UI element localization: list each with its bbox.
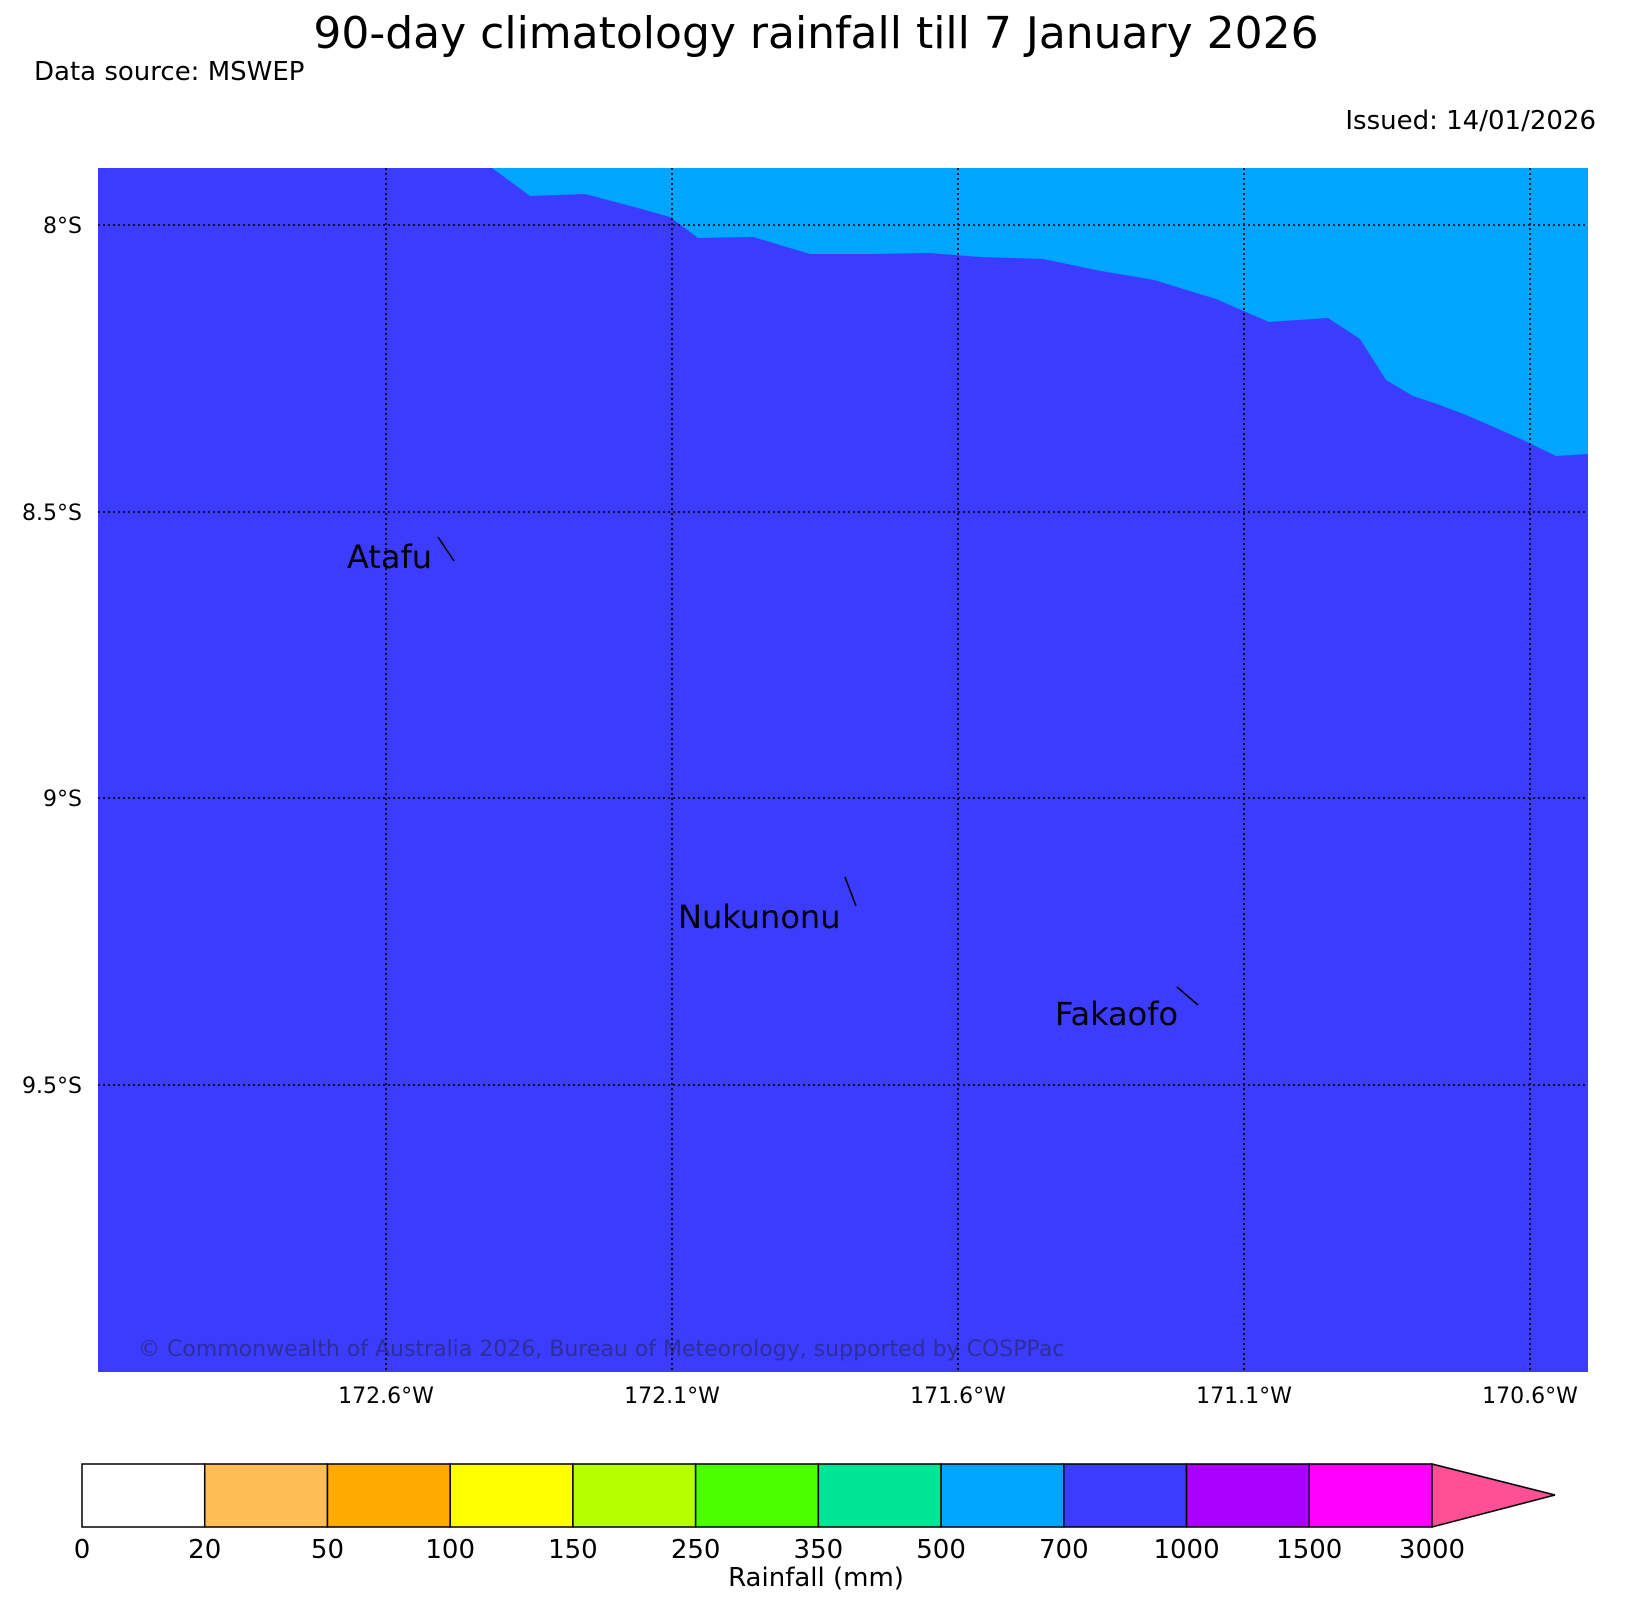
- colorbar-extend-arrow: [1431, 1463, 1556, 1528]
- map-title: 90-day climatology rainfall till 7 Janua…: [313, 8, 1318, 59]
- colorbar-bin: [694, 1463, 820, 1528]
- lon-label: 171.1°W: [1196, 1384, 1292, 1409]
- colorbar-bin: [817, 1463, 942, 1528]
- longitude-labels: 172.6°W 172.1°W 171.6°W 171.1°W 170.6°W: [338, 1384, 1578, 1409]
- colorbar-bin: [572, 1463, 697, 1528]
- fakaofo-marker-line: [1176, 986, 1199, 1006]
- place-label-atafu: Atafu: [347, 538, 432, 576]
- colorbar-tick-label: 20: [188, 1535, 221, 1565]
- lat-label: 8°S: [43, 214, 82, 239]
- colorbar-bin: [203, 1463, 329, 1528]
- colorbar-tick-label: 0: [74, 1535, 91, 1565]
- place-label-nukunonu: Nukunonu: [678, 898, 840, 936]
- rainfall-region-700-1000: [98, 168, 1588, 1372]
- graticule: [98, 168, 1588, 1372]
- colorbar-bin: [1185, 1463, 1311, 1528]
- data-source-label: Data source: MSWEP: [34, 57, 304, 87]
- colorbar: 0 20 50 100 150 250 350 500 700 1000 1500 3000 Rain…: [74, 1463, 1556, 1593]
- colorbar-bin: [1063, 1463, 1188, 1528]
- colorbar-tick-label: 350: [794, 1535, 844, 1565]
- lon-label: 172.1°W: [624, 1384, 720, 1409]
- lat-label: 8.5°S: [22, 501, 82, 526]
- issued-date-label: Issued: 14/01/2026: [1345, 106, 1596, 136]
- colorbar-title: Rainfall (mm): [728, 1563, 904, 1593]
- place-label-fakaofo: Fakaofo: [1055, 995, 1178, 1033]
- map-panel: Atafu Nukunonu Fakaofo © Commonwealth of…: [98, 168, 1588, 1372]
- lon-label: 172.6°W: [338, 1384, 434, 1409]
- colorbar-tick-label: 3000: [1399, 1535, 1465, 1565]
- nukunonu-marker-line: [844, 876, 857, 907]
- colorbar-bin: [1308, 1463, 1433, 1528]
- colorbar-tick-label: 1500: [1276, 1535, 1342, 1565]
- colorbar-tick-label: 700: [1039, 1535, 1089, 1565]
- colorbar-tick-label: 100: [425, 1535, 475, 1565]
- lat-label: 9°S: [43, 787, 82, 812]
- lon-label: 171.6°W: [910, 1384, 1006, 1409]
- colorbar-tick-labels: 0 20 50 100 150 250 350 500 700 1000 1500 3000: [74, 1535, 1465, 1565]
- colorbar-bin: [449, 1463, 574, 1528]
- colorbar-tick-label: 500: [916, 1535, 966, 1565]
- lat-label: 9.5°S: [22, 1074, 82, 1099]
- colorbar-tick-label: 50: [311, 1535, 344, 1565]
- lon-label: 170.6°W: [1482, 1384, 1578, 1409]
- latitude-labels: 8°S 8.5°S 9°S 9.5°S: [22, 214, 82, 1099]
- colorbar-tick-label: 250: [671, 1535, 721, 1565]
- rainfall-region-500-700: [492, 168, 1588, 456]
- atafu-marker-line: [437, 536, 455, 562]
- colorbar-tick-label: 1000: [1153, 1535, 1219, 1565]
- colorbar-bin: [940, 1463, 1065, 1528]
- colorbar-bins: [81, 1463, 1433, 1528]
- colorbar-bin: [326, 1463, 451, 1528]
- colorbar-tick-label: 150: [548, 1535, 598, 1565]
- colorbar-bin: [81, 1463, 206, 1528]
- copyright-notice: © Commonwealth of Australia 2026, Bureau…: [138, 1337, 1064, 1362]
